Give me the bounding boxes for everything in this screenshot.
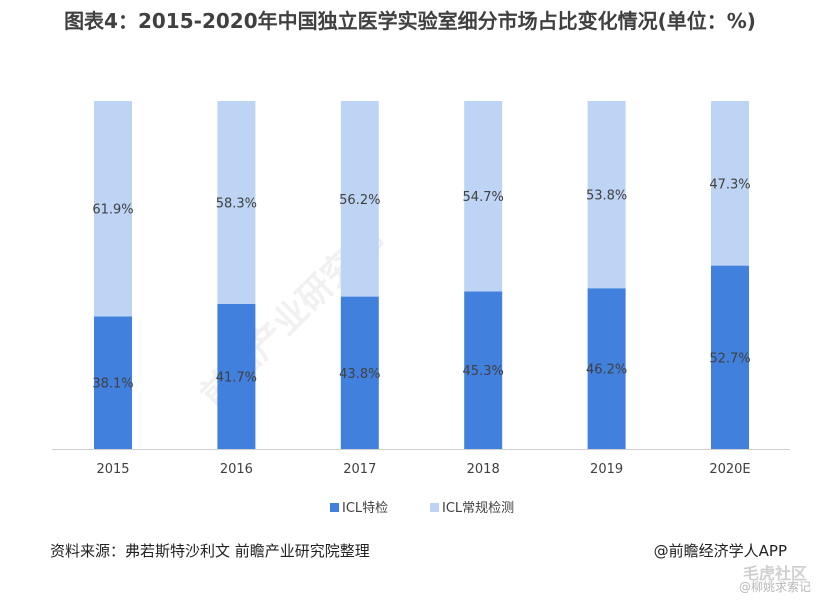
data-label: 53.8% [586, 189, 627, 204]
data-label: 43.8% [339, 367, 380, 382]
legend-label-0: ICL特检 [342, 501, 388, 516]
bar-icl-special-2019 [587, 288, 626, 449]
chart-title: 图表4：2015-2020年中国独立医学实验室细分市场占比变化情况(单位：%) [64, 9, 756, 33]
bar-icl-special-2020E [711, 265, 749, 449]
x-tick-label: 2017 [343, 462, 376, 477]
data-label: 47.3% [709, 177, 750, 192]
bar-icl-routine-2020E [711, 101, 749, 266]
data-label: 54.7% [463, 190, 504, 205]
legend-label-1: ICL常规检测 [442, 501, 514, 516]
source-note: 资料来源：弗若斯特沙利文 前瞻产业研究院整理 [50, 542, 370, 560]
bar-icl-routine-2015 [94, 101, 132, 317]
data-label: 38.1% [92, 377, 133, 392]
bar-icl-special-2017 [340, 296, 379, 449]
data-label: 41.7% [216, 370, 257, 385]
bar-icl-special-2015 [94, 316, 132, 449]
x-tick-label: 2018 [467, 462, 500, 477]
legend-swatch-1 [430, 503, 439, 512]
data-label: 46.2% [586, 363, 627, 378]
data-label: 58.3% [216, 196, 257, 211]
bar-icl-special-2018 [464, 291, 503, 449]
data-label: 52.7% [709, 351, 750, 366]
legend-swatch-0 [330, 503, 339, 512]
brand-credit: @前瞻经济学人APP [653, 542, 787, 560]
data-label: 45.3% [463, 364, 504, 379]
bar-icl-routine-2018 [464, 101, 503, 292]
data-label: 61.9% [92, 203, 133, 218]
bar-icl-routine-2019 [587, 101, 626, 289]
corner-watermark-sub: @柳姚求索记 [738, 580, 811, 594]
data-label: 56.2% [339, 193, 380, 208]
bar-icl-routine-2017 [340, 101, 379, 297]
bar-icl-routine-2016 [217, 101, 256, 304]
corner-watermark: 毛虎社区 [742, 564, 807, 583]
x-tick-label: 2016 [220, 462, 253, 477]
bar-icl-special-2016 [217, 303, 256, 449]
x-tick-label: 2019 [590, 462, 623, 477]
x-tick-label: 2020E [709, 462, 750, 477]
x-tick-label: 2015 [96, 462, 129, 477]
